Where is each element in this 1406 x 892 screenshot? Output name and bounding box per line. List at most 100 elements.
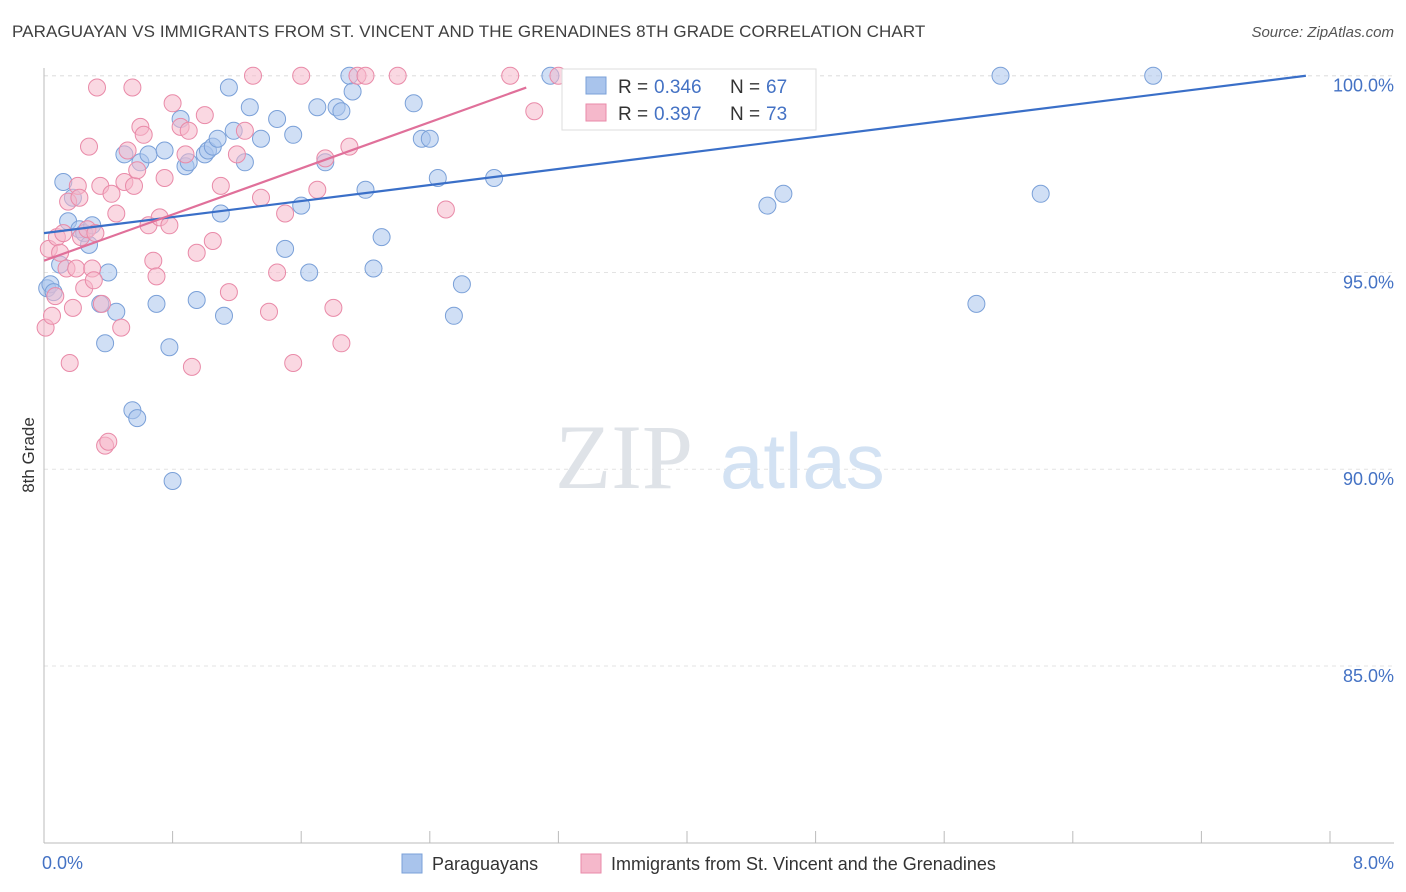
- legend-r-label-2: R =: [618, 104, 648, 125]
- point-immigrants: [268, 263, 287, 282]
- point-paraguayans: [300, 263, 319, 282]
- point-immigrants: [179, 121, 198, 140]
- point-immigrants: [107, 204, 126, 223]
- series-legend-swatch-paraguayans: [401, 853, 423, 874]
- legend-r-value-2: 0.397: [654, 104, 702, 125]
- trendline-paraguayans: [43, 74, 1307, 235]
- point-immigrants: [244, 66, 262, 85]
- stats-legend: R = 0.346 N = 67 R = 0.397 N = 73: [561, 68, 817, 131]
- point-immigrants: [99, 432, 118, 451]
- point-paraguayans: [96, 334, 115, 353]
- point-paraguayans: [356, 180, 375, 199]
- point-immigrants: [187, 243, 206, 262]
- point-immigrants: [118, 141, 137, 160]
- legend-r-value-1: 0.346: [654, 77, 702, 98]
- point-immigrants: [67, 259, 86, 278]
- point-paraguayans: [1031, 184, 1050, 203]
- watermark-atlas: atlas: [720, 417, 885, 505]
- point-immigrants: [88, 78, 106, 97]
- point-paraguayans: [1144, 66, 1163, 85]
- point-immigrants: [227, 145, 246, 164]
- point-immigrants: [128, 161, 147, 180]
- point-paraguayans: [967, 294, 986, 313]
- series-legend-swatch-immigrants: [580, 853, 602, 874]
- series-legend-label-paraguayans: Paraguayans: [432, 854, 538, 874]
- point-immigrants: [112, 318, 131, 337]
- point-paraguayans: [147, 294, 166, 313]
- x-tick-label-max: 8.0%: [1353, 853, 1394, 873]
- point-immigrants: [182, 357, 201, 376]
- point-immigrants: [219, 283, 238, 302]
- point-immigrants: [308, 180, 327, 199]
- legend-n-value-1: 67: [766, 77, 787, 98]
- point-immigrants: [203, 232, 222, 250]
- point-immigrants: [54, 224, 73, 243]
- legend-r-label-1: R =: [618, 77, 648, 98]
- point-immigrants: [211, 176, 230, 195]
- point-immigrants: [70, 188, 89, 207]
- point-paraguayans: [332, 102, 351, 121]
- y-tick-label: 85.0%: [1343, 666, 1394, 686]
- point-paraguayans: [268, 110, 287, 128]
- point-immigrants: [356, 66, 375, 85]
- y-tick-label: 90.0%: [1343, 469, 1394, 489]
- point-immigrants: [160, 216, 179, 235]
- legend-n-label-1: N =: [730, 77, 760, 98]
- y-axis-title: 8th Grade: [19, 417, 38, 493]
- point-paraguayans: [252, 129, 270, 148]
- point-immigrants: [235, 121, 254, 140]
- point-immigrants: [292, 66, 311, 85]
- point-paraguayans: [372, 228, 391, 247]
- point-immigrants: [84, 271, 103, 290]
- point-immigrants: [144, 251, 163, 270]
- point-immigrants: [43, 306, 61, 325]
- series-legend-label-immigrants: Immigrants from St. Vincent and the Gren…: [611, 854, 996, 874]
- legend-n-value-2: 73: [766, 104, 787, 125]
- point-immigrants: [260, 302, 278, 321]
- y-tick-label: 95.0%: [1343, 272, 1394, 292]
- point-paraguayans: [308, 98, 327, 117]
- point-immigrants: [147, 267, 166, 286]
- point-paraguayans: [211, 204, 230, 223]
- point-immigrants: [92, 294, 111, 313]
- axes-layer: 85.0% 90.0% 95.0% 100.0%: [43, 68, 1394, 844]
- chart-source: Source: ZipAtlas.com: [1251, 24, 1394, 41]
- point-immigrants: [276, 204, 295, 223]
- point-immigrants: [388, 66, 407, 85]
- x-tick-label-min: 0.0%: [42, 853, 83, 873]
- point-paraguayans: [284, 125, 303, 144]
- point-immigrants: [525, 102, 544, 121]
- point-paraguayans: [991, 66, 1010, 85]
- point-immigrants: [102, 184, 121, 203]
- point-paraguayans: [420, 129, 439, 148]
- watermark-zip: ZIP: [555, 406, 693, 508]
- trend-layer: [43, 74, 1307, 262]
- trendline-immigrants: [43, 86, 527, 262]
- point-paraguayans: [364, 259, 383, 278]
- point-paraguayans: [343, 82, 362, 101]
- point-paraguayans: [139, 145, 158, 164]
- point-immigrants: [176, 145, 195, 164]
- watermark: ZIP atlas: [555, 406, 885, 508]
- point-immigrants: [163, 94, 182, 113]
- point-immigrants: [332, 334, 351, 353]
- point-immigrants: [501, 66, 520, 85]
- point-paraguayans: [444, 306, 463, 325]
- point-paraguayans: [155, 141, 174, 160]
- point-immigrants: [195, 106, 214, 125]
- point-paraguayans: [219, 78, 238, 97]
- point-immigrants: [46, 287, 65, 306]
- point-immigrants: [63, 298, 82, 317]
- point-paraguayans: [276, 239, 295, 258]
- point-paraguayans: [428, 169, 447, 187]
- chart-title: PARAGUAYAN VS IMMIGRANTS FROM ST. VINCEN…: [12, 22, 926, 41]
- legend-n-label-2: N =: [730, 104, 760, 125]
- point-immigrants: [324, 298, 343, 317]
- point-immigrants: [436, 200, 455, 219]
- point-paraguayans: [187, 291, 206, 309]
- point-immigrants: [340, 137, 359, 156]
- legend-swatch-paraguayans: [585, 76, 607, 95]
- point-immigrants: [125, 176, 143, 195]
- series-legend: Paraguayans Immigrants from St. Vincent …: [401, 853, 996, 874]
